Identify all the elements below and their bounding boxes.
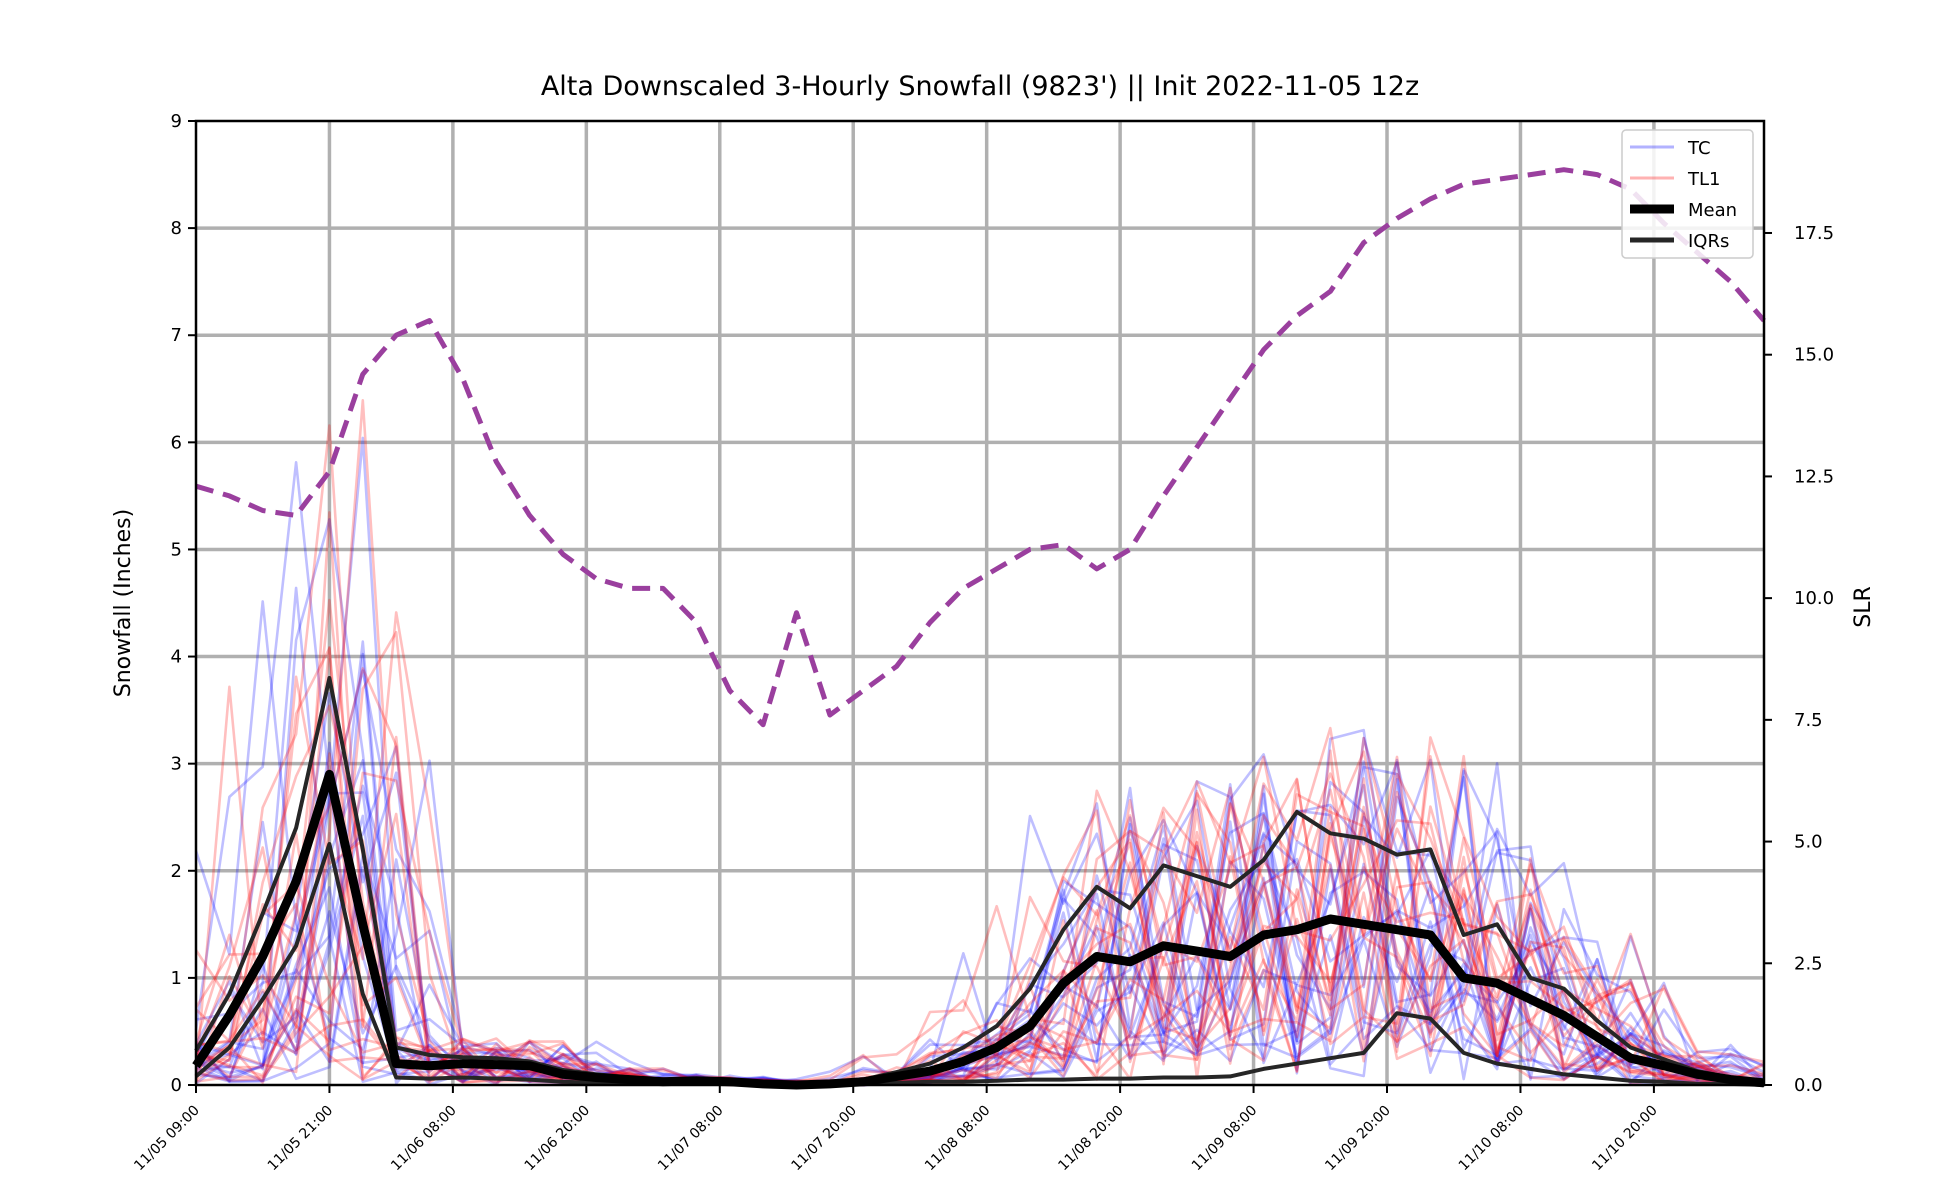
iqr-upper-line xyxy=(194,676,1765,1087)
y-tick-label: 9 xyxy=(171,111,182,132)
mean-line xyxy=(192,769,1765,1090)
tl1-member-line xyxy=(195,736,1765,1087)
tl1-member-line xyxy=(195,399,1765,1087)
plot-frame xyxy=(194,119,1766,1087)
grid-lines xyxy=(196,121,1764,1085)
y-tick-label: 0 xyxy=(171,1075,182,1096)
tl1-member-line xyxy=(194,789,1765,1087)
slr-line xyxy=(195,167,1766,728)
y-tick-label: 3 xyxy=(171,754,182,775)
tc-member-line xyxy=(195,652,1765,1087)
tc-member-line xyxy=(194,461,1765,1087)
right-axis-ticks: 0.0 2.5 5.0 7.5 10.0 12.5 15.0 17.5 xyxy=(1764,223,1834,1096)
y2-tick-label: 12.5 xyxy=(1794,466,1834,487)
y-tick-label: 6 xyxy=(171,432,182,453)
y-tick-label: 2 xyxy=(171,861,182,882)
y2-tick-label: 17.5 xyxy=(1794,223,1834,244)
legend-label-mean: Mean xyxy=(1688,200,1737,221)
y2-tick-label: 5.0 xyxy=(1794,832,1823,853)
tc-member-line xyxy=(195,759,1765,1087)
tl1-member-line xyxy=(195,771,1765,1087)
slr-series-layer xyxy=(195,167,1766,728)
y2-tick-label: 10.0 xyxy=(1794,588,1834,609)
y-tick-label: 7 xyxy=(171,325,182,346)
y-tick-label: 8 xyxy=(171,218,182,239)
tc-member-line xyxy=(195,669,1765,1087)
y-tick-label: 1 xyxy=(171,968,182,989)
y-tick-label: 5 xyxy=(171,539,182,560)
y2-tick-label: 7.5 xyxy=(1794,710,1823,731)
y2-axis-label: SLR xyxy=(1851,586,1876,628)
legend-label-iqrs: IQRs xyxy=(1688,231,1729,252)
tl1-member-line xyxy=(195,778,1765,1087)
y-tick-label: 4 xyxy=(171,647,182,668)
tc-member-line xyxy=(195,845,1765,1087)
legend-label-tl1: TL1 xyxy=(1687,169,1720,190)
legend-box xyxy=(1621,129,1754,259)
chart-title: Alta Downscaled 3-Hourly Snowfall (9823'… xyxy=(541,71,1419,102)
ensemble-member-lines xyxy=(194,399,1765,1087)
legend: TC TL1 Mean IQRs xyxy=(1621,129,1754,259)
tc-member-line xyxy=(195,753,1765,1087)
statistics-series-layer xyxy=(192,676,1765,1090)
tl1-member-line xyxy=(195,631,1765,1087)
y2-tick-label: 2.5 xyxy=(1794,953,1823,974)
left-axis-ticks: 0 1 2 3 4 5 6 7 8 9 xyxy=(171,111,196,1096)
iqr-lower-line xyxy=(194,842,1765,1087)
y2-tick-label: 15.0 xyxy=(1794,345,1834,366)
y2-tick-label: 0.0 xyxy=(1794,1075,1823,1096)
tl1-member-line xyxy=(194,598,1765,1087)
tl1-member-line xyxy=(195,611,1765,1087)
y-axis-label: Snowfall (Inches) xyxy=(111,509,136,697)
legend-label-tc: TC xyxy=(1687,138,1711,159)
tc-member-line xyxy=(195,640,1765,1087)
